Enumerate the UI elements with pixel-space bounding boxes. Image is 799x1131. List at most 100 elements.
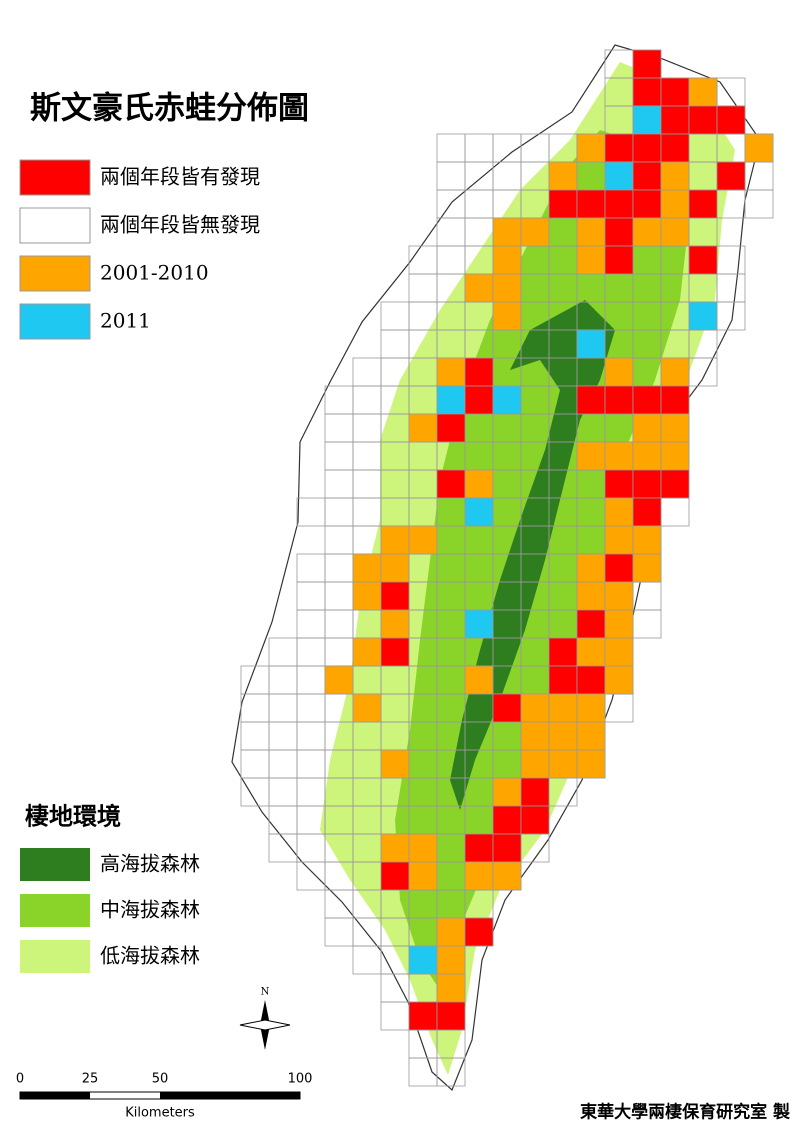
- occurrence-cell: [632, 217, 662, 247]
- occurrence-cell: [464, 917, 494, 947]
- occurrence-cell: [604, 245, 634, 275]
- occurrence-cell: [380, 861, 410, 891]
- occurrence-cell: [464, 385, 494, 415]
- occurrence-cell: [576, 553, 606, 583]
- occurrence-cell: [604, 637, 634, 667]
- map-title: 斯文豪氏赤蛙分佈圖: [30, 91, 309, 127]
- grid-cell: [324, 917, 354, 947]
- occurrence-cell: [632, 105, 662, 135]
- scale-label: 100: [288, 1072, 313, 1087]
- occurrence-cell: [604, 469, 634, 499]
- occurrence-cell: [352, 581, 382, 611]
- occurrence-cell: [604, 161, 634, 191]
- occurrence-cell: [576, 245, 606, 275]
- occurrence-cell: [576, 329, 606, 359]
- occurrence-cell: [576, 637, 606, 667]
- occurrence-cell: [632, 413, 662, 443]
- occurrence-cell: [688, 245, 718, 275]
- occurrence-cell: [380, 833, 410, 863]
- occurrence-cell: [604, 525, 634, 555]
- grid-cell: [436, 133, 466, 163]
- occurrence-cell: [660, 77, 690, 107]
- occurrence-cell: [548, 749, 578, 779]
- grid-cell: [744, 189, 774, 219]
- occurrence-cell: [688, 105, 718, 135]
- occurrence-cell: [604, 581, 634, 611]
- occurrence-cell: [576, 721, 606, 751]
- occurrence-cell: [520, 721, 550, 751]
- occurrence-cell: [576, 133, 606, 163]
- legend-swatch: [19, 207, 91, 244]
- occurrence-cell: [408, 413, 438, 443]
- north-arrow: N: [239, 987, 291, 1050]
- habitat-swatch: [20, 894, 90, 927]
- occurrence-cell: [464, 357, 494, 387]
- occurrence-cell: [464, 469, 494, 499]
- habitat-label: 中海拔森林: [100, 898, 200, 922]
- occurrence-cell: [492, 777, 522, 807]
- occurrence-cell: [660, 217, 690, 247]
- occurrence-cell: [660, 469, 690, 499]
- occurrence-cell: [436, 385, 466, 415]
- occurrence-cell: [436, 469, 466, 499]
- legend-label: 兩個年段皆無發現: [100, 213, 260, 237]
- occurrence-cell: [436, 413, 466, 443]
- grid-cell: [352, 945, 382, 975]
- occurrence-cell: [380, 553, 410, 583]
- occurrence-cell: [576, 581, 606, 611]
- occurrence-cell: [436, 1001, 466, 1031]
- occurrence-cell: [436, 917, 466, 947]
- occurrence-cell: [520, 217, 550, 247]
- occurrence-cell: [352, 553, 382, 583]
- occurrence-cell: [352, 637, 382, 667]
- occurrence-cell: [660, 441, 690, 471]
- occurrence-cell: [576, 441, 606, 471]
- occurrence-cell: [352, 693, 382, 723]
- occurrence-cell: [492, 833, 522, 863]
- occurrence-cell: [380, 525, 410, 555]
- occurrence-cell: [660, 385, 690, 415]
- occurrence-cell: [380, 581, 410, 611]
- occurrence-cell: [436, 973, 466, 1003]
- occurrence-cell: [492, 385, 522, 415]
- occurrence-cell: [520, 805, 550, 835]
- occurrence-cell: [436, 945, 466, 975]
- occurrence-cell: [688, 301, 718, 331]
- occurrence-cell: [548, 161, 578, 191]
- occurrence-cell: [548, 721, 578, 751]
- grid-cell: [632, 609, 662, 639]
- north-label: N: [261, 987, 270, 998]
- occurrence-cell: [576, 749, 606, 779]
- grid-cell: [380, 1001, 410, 1031]
- grid-cell: [660, 497, 690, 527]
- occurrence-cell: [464, 609, 494, 639]
- grid-cell: [464, 133, 494, 163]
- occurrence-cell: [492, 245, 522, 275]
- occurrence-cell: [604, 553, 634, 583]
- occurrence-cell: [604, 497, 634, 527]
- occurrence-cell: [688, 77, 718, 107]
- occurrence-cell: [380, 637, 410, 667]
- occurrence-cell: [408, 525, 438, 555]
- occurrence-cell: [492, 805, 522, 835]
- occurrence-cell: [716, 105, 746, 135]
- occurrence-cell: [576, 217, 606, 247]
- habitat-label: 高海拔森林: [100, 852, 200, 876]
- occurrence-cell: [520, 693, 550, 723]
- occurrence-cell: [576, 189, 606, 219]
- occurrence-cell: [632, 469, 662, 499]
- occurrence-cell: [604, 441, 634, 471]
- occurrence-cell: [408, 833, 438, 863]
- occurrence-cell: [632, 385, 662, 415]
- legend-swatch: [19, 159, 91, 196]
- credit: 東華大學兩棲保育研究室 製: [580, 1102, 790, 1123]
- scale-bar: 0 25 50 100: [16, 1072, 313, 1100]
- occurrence-cell: [548, 189, 578, 219]
- legend-label: 2001-2010: [100, 261, 209, 285]
- occurrence-cell: [632, 553, 662, 583]
- legend-label: 2011: [100, 309, 151, 333]
- land: [231, 44, 761, 1092]
- occurrence-cell: [660, 189, 690, 219]
- occurrence-cell: [632, 441, 662, 471]
